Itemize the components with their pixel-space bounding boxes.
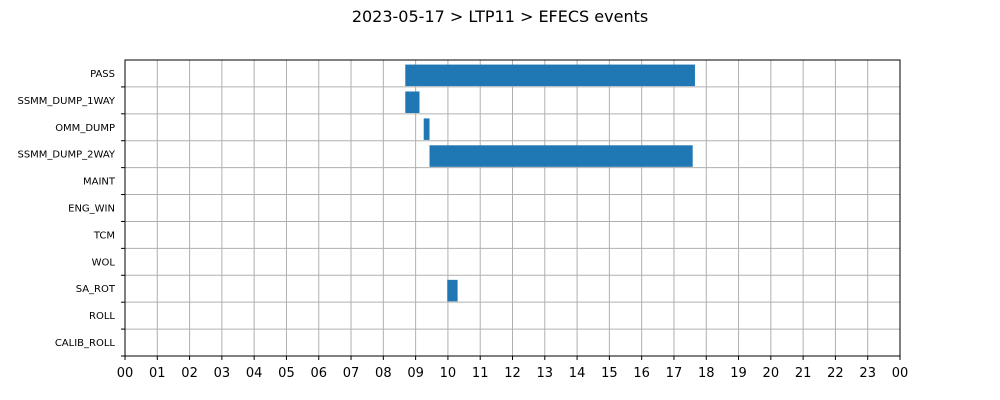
x-tick-label: 01	[149, 366, 166, 381]
y-tick-label: ENG_WIN	[68, 204, 115, 215]
y-tick-label: PASS	[90, 69, 115, 80]
x-tick-label: 00	[117, 366, 134, 381]
x-tick-label: 07	[343, 366, 360, 381]
y-tick-label: OMM_DUMP	[55, 123, 115, 134]
x-tick-label: 20	[763, 366, 780, 381]
x-tick-label: 16	[633, 366, 650, 381]
y-tick-label: WOL	[92, 257, 116, 268]
x-tick-label: 17	[666, 366, 683, 381]
event-bar	[405, 91, 420, 114]
x-tick-label: 12	[504, 366, 521, 381]
x-tick-label: 05	[278, 366, 295, 381]
x-tick-label: 14	[569, 366, 586, 381]
x-tick-label: 13	[537, 366, 554, 381]
event-bar	[405, 64, 695, 87]
y-tick-label: SSMM_DUMP_1WAY	[17, 96, 115, 107]
x-tick-label: 21	[795, 366, 812, 381]
x-tick-label: 18	[698, 366, 715, 381]
event-bars	[405, 64, 695, 302]
x-tick-label: 15	[601, 366, 618, 381]
chart-title: 2023-05-17 > LTP11 > EFECS events	[352, 7, 648, 26]
plot-frame	[124, 59, 901, 357]
x-tick-label: 04	[246, 366, 263, 381]
y-tick-label: SA_ROT	[76, 284, 116, 295]
grid	[124, 60, 901, 357]
axes: 00 01 02 03 04 05 06 07 08 09 10 11 12 13 14 15 16 17 18 19…	[17, 59, 909, 381]
y-tick-label: ROLL	[89, 311, 115, 322]
x-tick-label: 09	[407, 366, 424, 381]
y-tick-label: SSMM_DUMP_2WAY	[17, 150, 115, 161]
event-bar	[447, 279, 458, 302]
y-tick-label: TCM	[93, 230, 115, 241]
x-tick-label: 19	[730, 366, 747, 381]
x-tick-label: 06	[310, 366, 327, 381]
x-tick-label: 22	[827, 366, 844, 381]
x-tick-label: 23	[859, 366, 876, 381]
y-tick-label: CALIB_ROLL	[55, 338, 116, 349]
x-tick-label: 02	[181, 366, 198, 381]
x-tick-label: 11	[472, 366, 489, 381]
x-tick-label: 08	[375, 366, 392, 381]
y-tick-label: MAINT	[83, 177, 116, 188]
x-tick-label: 03	[214, 366, 231, 381]
event-bar	[423, 118, 430, 140]
x-tick-label: 00	[892, 366, 909, 381]
x-tick-label: 10	[440, 366, 457, 381]
event-bar	[429, 145, 693, 167]
